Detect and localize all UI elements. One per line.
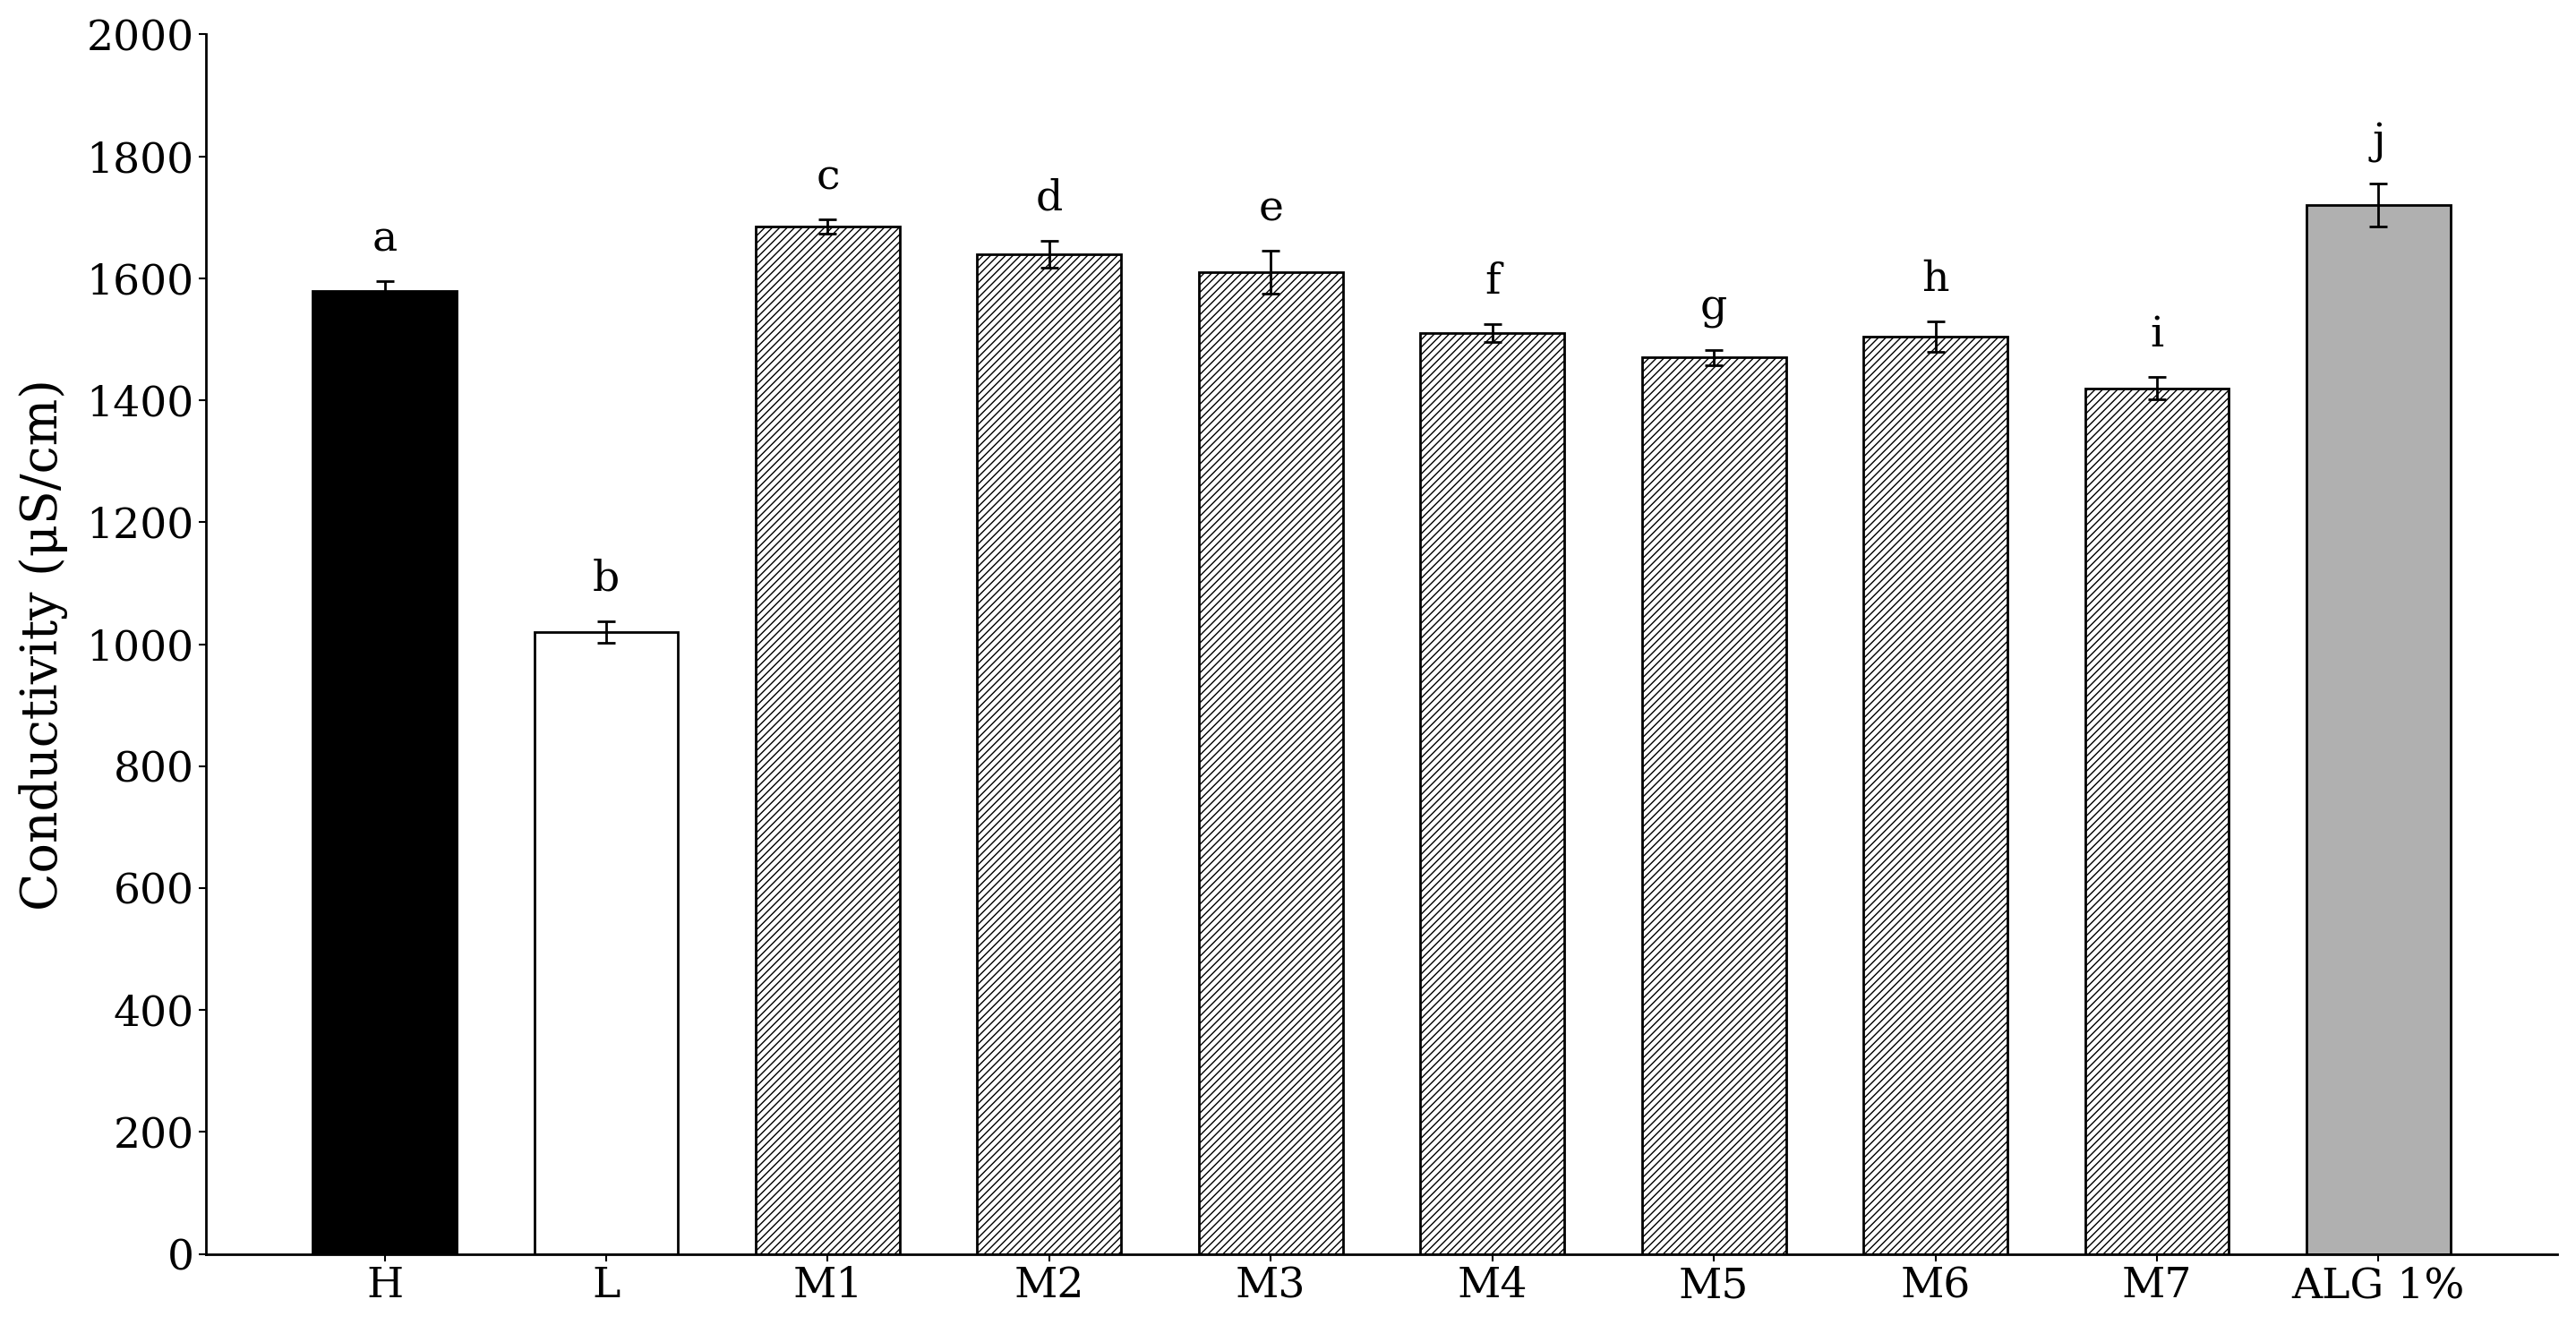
Text: d: d [1036, 179, 1064, 219]
Bar [2306, 205, 2450, 1253]
Bar [533, 632, 677, 1253]
Bar [2084, 388, 2228, 1253]
Text: b: b [592, 559, 621, 600]
Bar [1641, 358, 1785, 1253]
Text: c: c [817, 158, 840, 197]
Text: j: j [2372, 122, 2385, 163]
Text: f: f [1484, 262, 1499, 302]
Text: e: e [1257, 189, 1283, 229]
Y-axis label: Conductivity (μS/cm): Conductivity (μS/cm) [18, 379, 67, 910]
Text: i: i [2151, 315, 2164, 356]
Bar [312, 290, 456, 1253]
Bar [755, 227, 899, 1253]
Text: h: h [1922, 260, 1950, 299]
Text: a: a [371, 220, 397, 260]
Bar [1198, 272, 1342, 1253]
Bar [976, 254, 1121, 1253]
Bar [1862, 337, 2007, 1253]
Bar [1419, 333, 1564, 1253]
Text: g: g [1700, 289, 1728, 329]
